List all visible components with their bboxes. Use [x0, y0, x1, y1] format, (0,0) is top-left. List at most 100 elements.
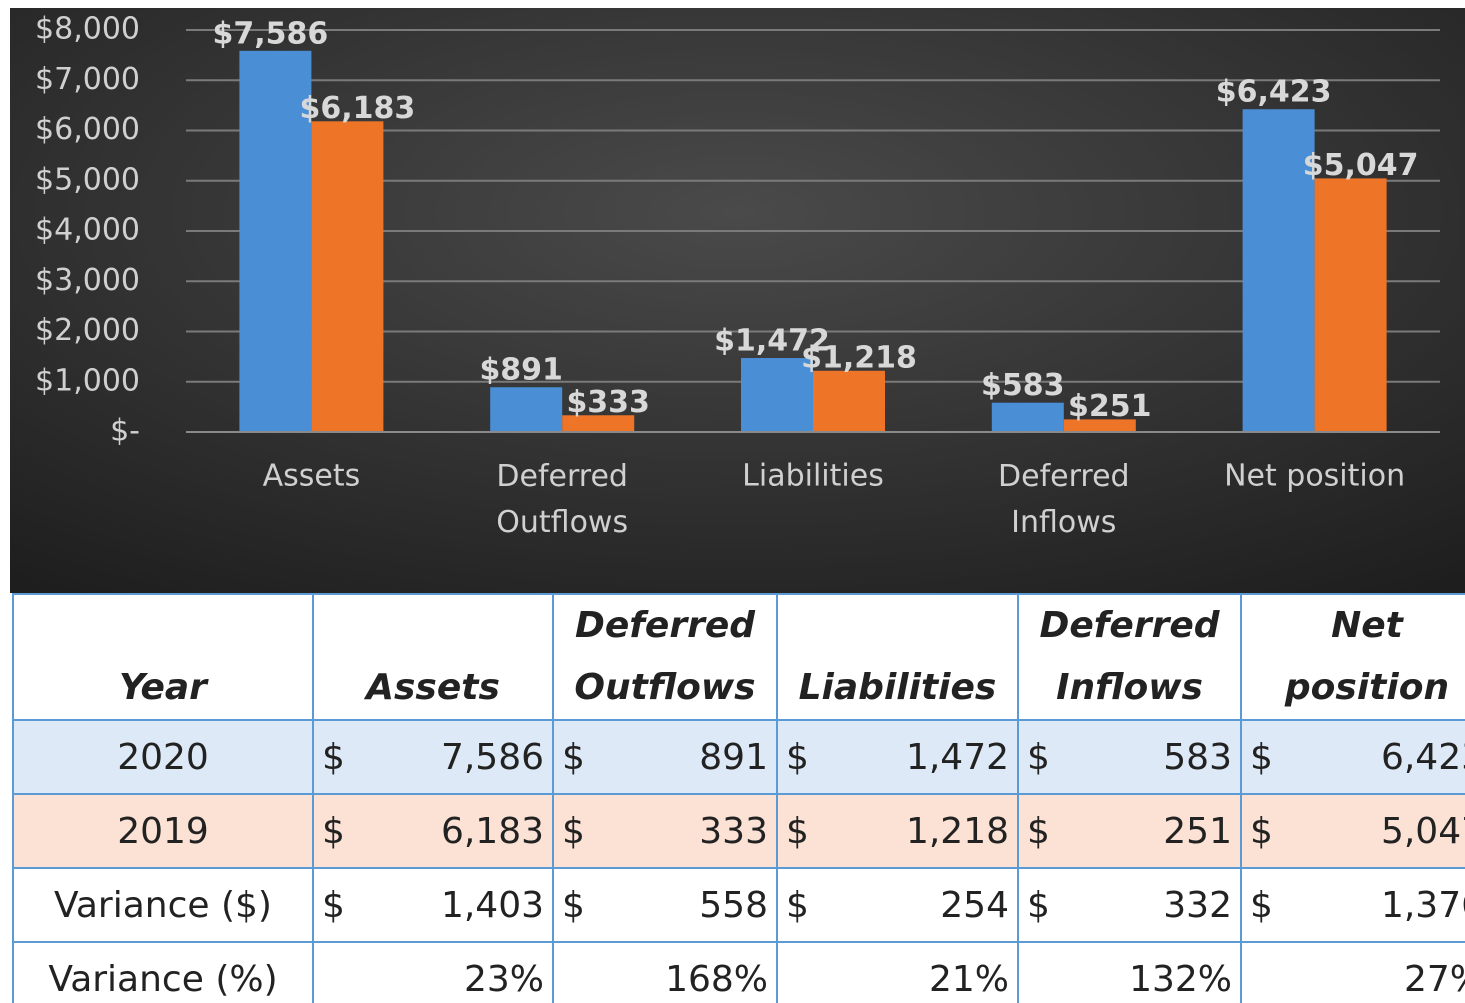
- cell-content: $891: [562, 737, 768, 778]
- value-label: $1,472: [714, 324, 830, 359]
- table-cell: 132%: [1017, 941, 1242, 1003]
- value-label: $891: [479, 353, 563, 388]
- amount: 1,218: [905, 810, 1009, 852]
- currency-symbol: $: [1027, 736, 1050, 778]
- table-cell: $583: [1017, 719, 1242, 795]
- cell-content: $7,586: [322, 737, 544, 778]
- row-label: 2020: [12, 719, 314, 795]
- y-tick-label: $2,000: [35, 313, 140, 348]
- table-cell: $1,218: [776, 793, 1019, 869]
- bar: [1242, 109, 1315, 432]
- table-cell: $254: [776, 867, 1019, 943]
- cell-content: $254: [786, 885, 1009, 926]
- value-label: $333: [566, 385, 650, 420]
- table-cell: $251: [1017, 793, 1242, 869]
- cell-content: $251: [1027, 811, 1232, 852]
- cell-content: $332: [1027, 885, 1232, 926]
- y-tick-label: $7,000: [35, 62, 140, 97]
- value-label: $5,047: [1303, 148, 1419, 183]
- currency-symbol: $: [1250, 736, 1273, 778]
- currency-symbol: $: [786, 884, 809, 926]
- currency-symbol: $: [1250, 810, 1273, 852]
- amount: 583: [1163, 736, 1232, 778]
- value-label: $6,423: [1216, 75, 1332, 110]
- cell-content: $6,183: [322, 811, 544, 852]
- amount: 132%: [1129, 958, 1232, 1000]
- value-label: $583: [981, 368, 1065, 403]
- table-cell: $1,376: [1240, 867, 1465, 943]
- table-cell: $1,403: [312, 867, 554, 943]
- table-cell: $558: [552, 867, 778, 943]
- bar: [991, 402, 1064, 432]
- cell-content: $6,423: [1250, 737, 1465, 778]
- table-cell: $1,472: [776, 719, 1019, 795]
- currency-symbol: $: [1250, 884, 1273, 926]
- cell-content: 132%: [1027, 959, 1232, 1000]
- cell-content: $1,403: [322, 885, 544, 926]
- currency-symbol: $: [562, 736, 585, 778]
- row-label: Variance (%): [12, 941, 314, 1003]
- bar: [1063, 419, 1136, 432]
- table-row: 2019$6,183$333$1,218$251$5,047: [12, 793, 1465, 869]
- currency-symbol: $: [786, 810, 809, 852]
- value-label: $1,218: [801, 340, 917, 375]
- y-tick-label: $8,000: [35, 12, 140, 47]
- amount: 23%: [463, 958, 544, 1000]
- table-cell: $7,586: [312, 719, 554, 795]
- value-label: $6,183: [300, 91, 416, 126]
- amount: 332: [1163, 884, 1232, 926]
- table-cell: $332: [1017, 867, 1242, 943]
- currency-symbol: $: [322, 884, 345, 926]
- table-cell: 21%: [776, 941, 1019, 1003]
- bar: [490, 387, 563, 432]
- amount: 333: [699, 810, 768, 852]
- currency-symbol: $: [562, 884, 585, 926]
- x-tick-label: Assets: [263, 459, 361, 494]
- amount: 7,586: [440, 736, 544, 778]
- x-tick-label: Deferred Outflows: [496, 459, 628, 540]
- header-cell: Net position: [1240, 593, 1465, 721]
- row-label: 2019: [12, 793, 314, 869]
- amount: 254: [940, 884, 1009, 926]
- bar: [1314, 178, 1387, 432]
- amount: 558: [699, 884, 768, 926]
- amount: 251: [1163, 810, 1232, 852]
- header-cell: Liabilities: [776, 593, 1019, 721]
- table-cell: 27%: [1240, 941, 1465, 1003]
- amount: 1,472: [905, 736, 1009, 778]
- cell-content: 27%: [1250, 959, 1465, 1000]
- cell-content: $558: [562, 885, 768, 926]
- header-cell: Deferred Outflows: [552, 593, 778, 721]
- value-label: $7,586: [213, 16, 329, 51]
- bar: [562, 415, 635, 432]
- currency-symbol: $: [1027, 810, 1050, 852]
- amount: 168%: [665, 958, 768, 1000]
- table-cell: $6,423: [1240, 719, 1465, 795]
- x-tick-label: Net position: [1224, 459, 1405, 494]
- table-row: Variance ($)$1,403$558$254$332$1,376: [12, 867, 1465, 943]
- data-table: Year Assets Deferred Outflows Liabilities De…: [12, 593, 1465, 1003]
- amount: 6,423: [1380, 736, 1465, 778]
- currency-symbol: $: [562, 810, 585, 852]
- currency-symbol: $: [1027, 884, 1050, 926]
- table-row: 2020$7,586$891$1,472$583$6,423: [12, 719, 1465, 795]
- bar: [741, 358, 813, 432]
- amount: 27%: [1403, 958, 1465, 1000]
- y-tick-label: $6,000: [35, 112, 140, 147]
- header-row: Year Assets Deferred Outflows Liabilities De…: [12, 593, 1465, 721]
- table-cell: 23%: [312, 941, 554, 1003]
- y-tick-label: $4,000: [35, 213, 140, 248]
- cell-content: $583: [1027, 737, 1232, 778]
- bar: [813, 370, 885, 432]
- y-tick-label: $-: [110, 414, 140, 449]
- row-label: Variance ($): [12, 867, 314, 943]
- table-row: Variance (%) 23% 168% 21% 132% 27%: [12, 941, 1465, 1003]
- currency-symbol: $: [322, 810, 345, 852]
- y-tick-label: $1,000: [35, 363, 140, 398]
- table-cell: $6,183: [312, 793, 554, 869]
- amount: 891: [699, 736, 768, 778]
- amount: 6,183: [440, 810, 544, 852]
- header-cell: Deferred Inflows: [1017, 593, 1242, 721]
- amount: 21%: [928, 958, 1009, 1000]
